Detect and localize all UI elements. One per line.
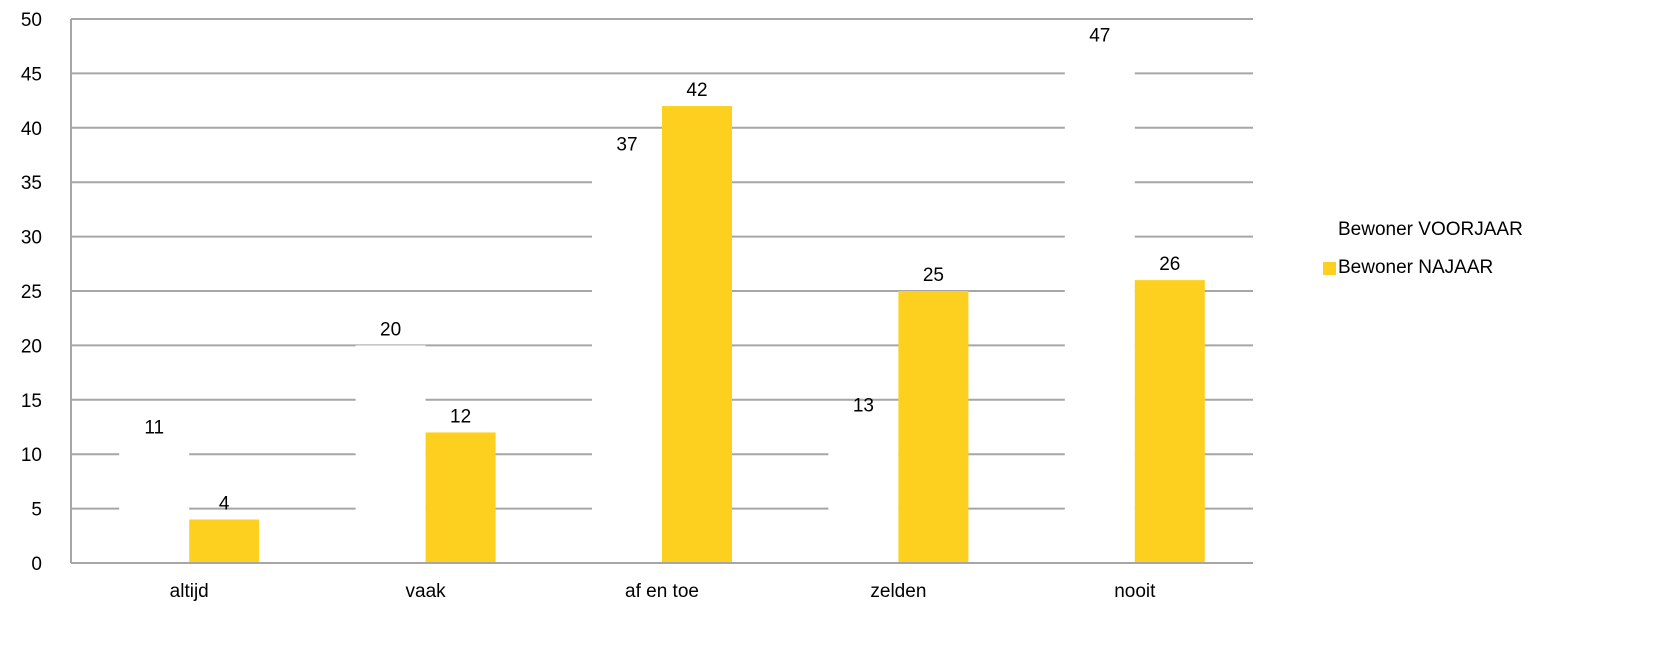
data-label-najaar: 42 xyxy=(686,80,707,101)
legend-label-najaar: Bewoner NAJAAR xyxy=(1338,257,1494,278)
legend-swatch-voorjaar xyxy=(1323,223,1336,237)
bar-voorjaar xyxy=(592,160,662,563)
x-axis: altijd vaak af en toe zelden nooit xyxy=(71,562,1253,602)
bars xyxy=(119,51,1205,563)
legend-item-najaar: Bewoner NAJAAR xyxy=(1323,256,1523,280)
y-tick-label: 40 xyxy=(21,119,42,140)
data-label-najaar: 25 xyxy=(923,265,944,286)
y-tick-label: 35 xyxy=(21,173,42,194)
data-label-voorjaar: 37 xyxy=(616,134,637,155)
y-axis: 0 5 10 15 20 25 30 35 40 45 50 xyxy=(21,10,72,575)
y-tick-label: 25 xyxy=(21,282,42,303)
bar-voorjaar xyxy=(355,345,426,563)
legend-label-voorjaar: Bewoner VOORJAAR xyxy=(1338,219,1523,240)
y-tick-label: 0 xyxy=(31,554,42,575)
bar-voorjaar xyxy=(119,443,190,563)
bar-najaar xyxy=(189,519,260,563)
bar-voorjaar xyxy=(828,421,899,563)
y-tick-label: 30 xyxy=(21,228,42,249)
x-tick-label: vaak xyxy=(406,581,447,602)
bar-najaar xyxy=(898,291,969,563)
x-tick-label: af en toe xyxy=(625,581,699,602)
y-tick-label: 10 xyxy=(21,445,42,466)
data-label-voorjaar: 13 xyxy=(853,396,874,417)
y-tick-label: 50 xyxy=(21,10,42,31)
bar-najaar xyxy=(662,106,732,563)
y-tick-label: 5 xyxy=(31,500,42,521)
data-label-voorjaar: 20 xyxy=(380,319,401,340)
data-label-voorjaar: 47 xyxy=(1089,26,1110,47)
data-label-voorjaar: 11 xyxy=(144,417,164,438)
bar-najaar xyxy=(425,432,496,563)
x-tick-label: nooit xyxy=(1114,581,1156,602)
data-labels: 11 4 20 12 37 42 13 25 47 26 xyxy=(144,26,1180,515)
data-label-najaar: 26 xyxy=(1159,254,1180,275)
y-tick-label: 15 xyxy=(21,391,42,412)
bar-voorjaar xyxy=(1064,51,1135,563)
legend-item-voorjaar: Bewoner VOORJAAR xyxy=(1323,218,1523,242)
x-tick-label: altijd xyxy=(170,581,209,602)
y-tick-label: 20 xyxy=(21,336,42,357)
data-label-najaar: 12 xyxy=(450,406,471,427)
bar-najaar xyxy=(1134,280,1205,563)
x-tick-label: zelden xyxy=(870,581,926,602)
y-tick-label: 45 xyxy=(21,64,42,85)
legend-swatch-najaar xyxy=(1323,261,1336,275)
legend: Bewoner VOORJAAR Bewoner NAJAAR xyxy=(1323,218,1523,294)
data-label-najaar: 4 xyxy=(219,493,230,514)
